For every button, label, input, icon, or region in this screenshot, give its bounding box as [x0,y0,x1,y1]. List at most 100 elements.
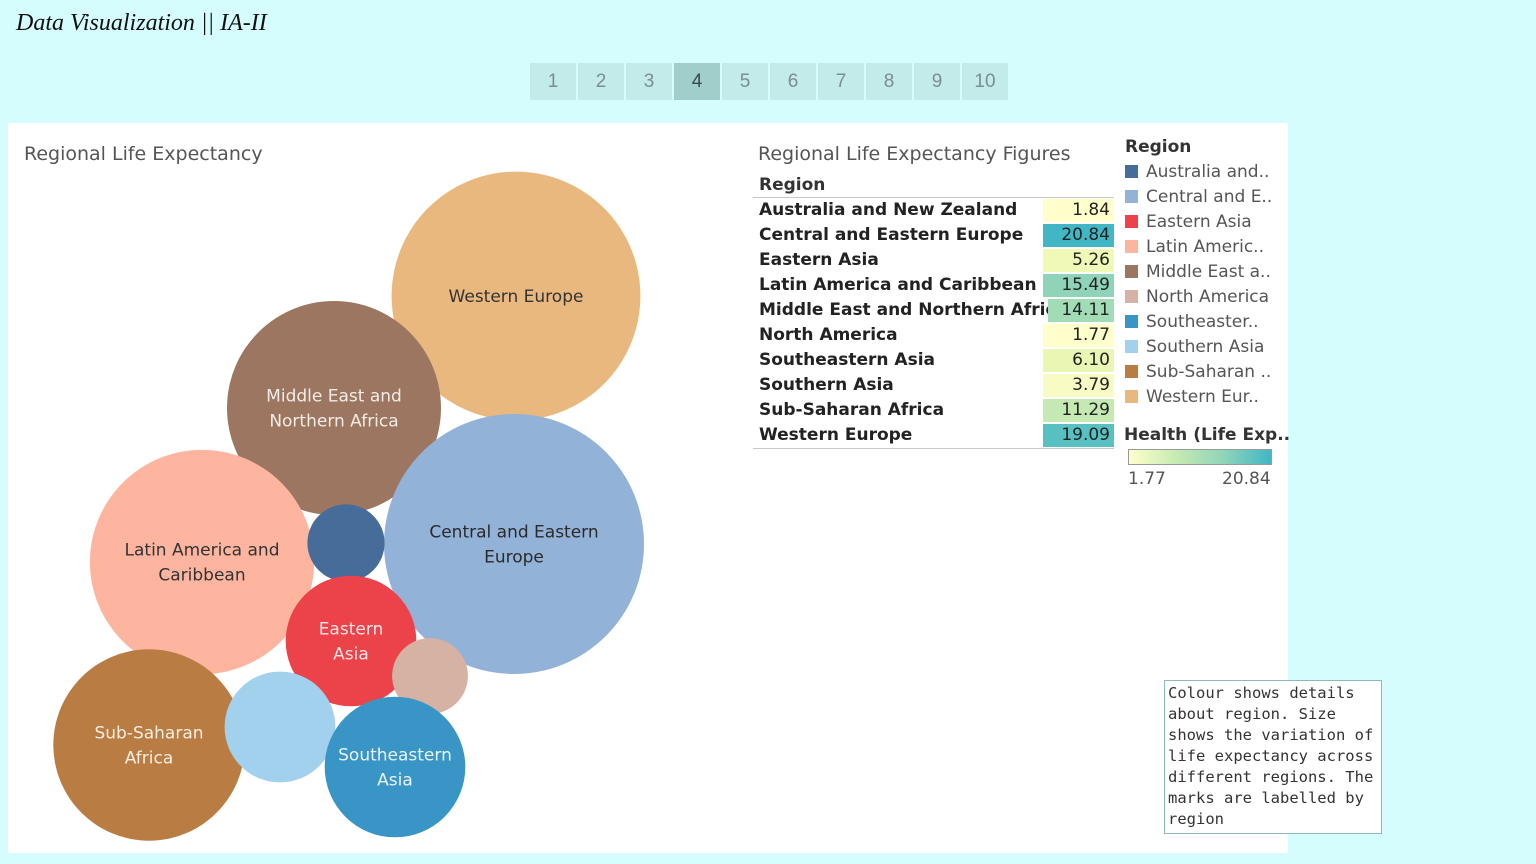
bubble-label: Asia [377,771,413,791]
legend-item[interactable]: Western Eur.. [1125,384,1285,409]
color-scale-title: Health (Life Exp.. [1124,425,1291,445]
bubble-label: Central and Eastern [429,523,598,543]
table-cell-region: Eastern Asia [759,250,879,270]
table-cell-value: 6.10 [1043,349,1114,372]
bubble-southern-asia[interactable] [224,671,336,783]
bubble-mark[interactable] [227,301,441,515]
table-row[interactable]: Sub-Saharan Africa 11.29 [753,398,1114,423]
bubble-chart-title: Regional Life Expectancy [24,143,263,165]
table-row[interactable]: Southern Asia 3.79 [753,373,1114,398]
bubble-central-and-eastern-europe[interactable]: Central and Eastern Europe [384,414,644,674]
legend-item[interactable]: Middle East a.. [1125,259,1285,284]
page-tab-1[interactable]: 1 [530,63,576,100]
table-row[interactable]: Southeastern Asia 6.10 [753,348,1114,373]
page-tab-5[interactable]: 5 [722,63,768,100]
bubble-mark[interactable] [392,638,468,714]
bubble-label: Northern Africa [269,412,398,432]
bubble-western-europe[interactable]: Western Europe [391,171,641,421]
table-row[interactable]: Middle East and Northern Africa 14.11 [753,298,1114,323]
legend-swatch [1125,315,1138,328]
bubble-latin-america-and-caribbean[interactable]: Latin America and Caribbean [89,449,315,675]
bubble-mark[interactable] [53,649,245,841]
table-cell-value: 1.77 [1043,324,1114,347]
table-row[interactable]: Latin America and Caribbean 15.49 [753,273,1114,298]
table-cell-region: North America [759,325,898,345]
table-row[interactable]: North America 1.77 [753,323,1114,348]
legend-item[interactable]: Southern Asia [1125,334,1285,359]
page-navigator: 1 2 3 4 5 6 7 8 9 10 [530,63,1010,100]
legend-label: Middle East a.. [1146,261,1271,282]
bubble-mark[interactable] [324,696,466,838]
table-body: Australia and New Zealand 1.84 Central and… [753,198,1114,448]
legend-label: Australia and.. [1146,161,1270,182]
table-row[interactable]: Australia and New Zealand 1.84 [753,198,1114,223]
bubble-sub-saharan-africa[interactable]: Sub-Saharan Africa [53,649,245,841]
legend-swatch [1125,340,1138,353]
bubble-mark[interactable] [391,171,641,421]
bubble-eastern-asia[interactable]: Eastern Asia [285,575,417,707]
bubble-label: Asia [333,645,369,665]
region-legend: Region Australia and.. Central and E.. Eas… [1125,137,1285,409]
bubble-label: Latin America and [125,541,280,561]
legend-label: Southeaster.. [1146,311,1259,332]
page-tab-9[interactable]: 9 [914,63,960,100]
page-tab-7[interactable]: 7 [818,63,864,100]
bubble-middle-east-and-northern-africa[interactable]: Middle East and Northern Africa [227,301,441,515]
legend-label: Eastern Asia [1146,211,1252,232]
table-cell-region: Latin America and Caribbean [759,275,1037,295]
bubble-label: Western Europe [449,287,584,307]
bubble-mark[interactable] [307,504,385,582]
bubble-label: Eastern [319,620,384,640]
legend-swatch [1125,190,1138,203]
table-cell-value: 11.29 [1043,399,1114,422]
bubble-north-america[interactable] [392,638,468,714]
page-tab-3[interactable]: 3 [626,63,672,100]
dashboard-panel: Regional Life Expectancy Western Europe M… [8,123,1291,853]
bubble-label: Southeastern [338,746,452,766]
table-cell-value: 3.79 [1043,374,1114,397]
page-tab-2[interactable]: 2 [578,63,624,100]
color-scale-bar [1128,449,1272,465]
bubble-mark[interactable] [224,671,336,783]
table-row[interactable]: Central and Eastern Europe 20.84 [753,223,1114,248]
bubble-mark[interactable] [89,449,315,675]
bubble-australia-and-new-zealand[interactable] [307,504,385,582]
table-row[interactable]: Eastern Asia 5.26 [753,248,1114,273]
legend-swatch [1125,265,1138,278]
table-cell-value: 20.84 [1043,224,1114,247]
legend-title: Region [1125,137,1192,157]
page-tab-10[interactable]: 10 [962,63,1008,100]
legend-item[interactable]: Sub-Saharan .. [1125,359,1285,384]
table-cell-region: Southeastern Asia [759,350,936,370]
table-cell-region: Western Europe [759,425,913,445]
page-tab-4[interactable]: 4 [674,63,720,100]
legend-label: Sub-Saharan .. [1146,361,1272,382]
legend-swatch [1125,215,1138,228]
table-cell-value: 19.09 [1043,424,1114,447]
table-row[interactable]: Western Europe 19.09 [753,423,1114,448]
table-title: Regional Life Expectancy Figures [758,143,1071,165]
table-cell-region: Middle East and Northern Africa [759,300,1068,320]
legend-swatch [1125,390,1138,403]
legend-swatch [1125,240,1138,253]
bubble-mark[interactable] [384,414,644,674]
table-column-header: Region [753,173,1114,198]
color-scale-max: 20.84 [1222,469,1271,489]
legend-item[interactable]: Latin Americ.. [1125,234,1285,259]
bubble-label: Europe [484,548,544,568]
legend-item[interactable]: Southeaster.. [1125,309,1285,334]
bubble-mark[interactable] [285,575,417,707]
table-cell-value: 5.26 [1043,249,1114,272]
page-tab-8[interactable]: 8 [866,63,912,100]
legend-item[interactable]: Eastern Asia [1125,209,1285,234]
table-cell-region: Australia and New Zealand [759,200,1018,220]
legend-item[interactable]: North America [1125,284,1285,309]
bubble-southeastern-asia[interactable]: Southeastern Asia [324,696,466,838]
legend-swatch [1125,365,1138,378]
page-tab-6[interactable]: 6 [770,63,816,100]
bubble-label: Africa [125,749,174,769]
legend-item[interactable]: Central and E.. [1125,184,1285,209]
legend-label: Western Eur.. [1146,386,1259,407]
legend-item[interactable]: Australia and.. [1125,159,1285,184]
bubble-label: Middle East and [266,387,402,407]
